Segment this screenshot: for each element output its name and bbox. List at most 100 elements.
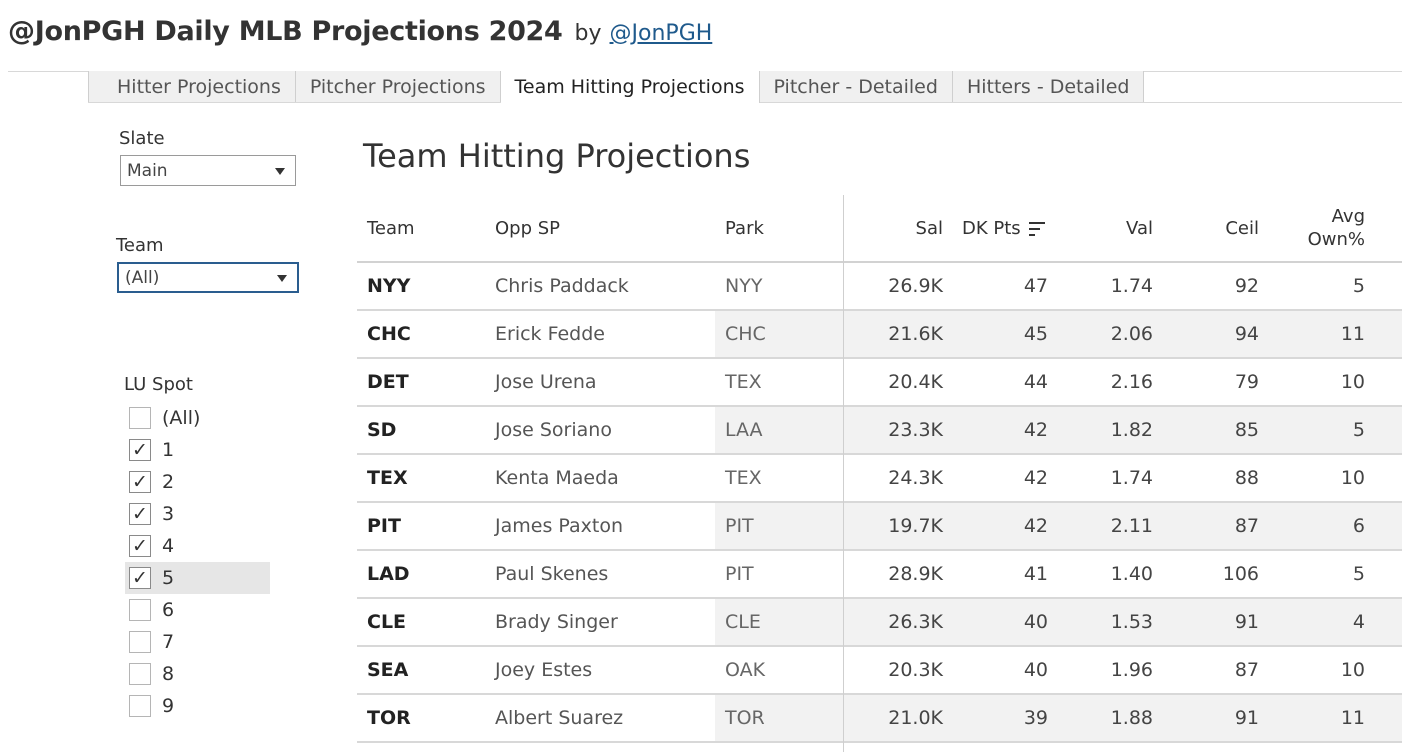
- cell-ceil: 85: [1234, 419, 1259, 441]
- slate-dropdown[interactable]: Main: [120, 155, 296, 186]
- lu-spot-option[interactable]: (All): [125, 402, 270, 434]
- checkbox-checked-icon[interactable]: ✓: [129, 567, 151, 589]
- col-header-dk-pts-label: DK Pts: [962, 218, 1021, 239]
- col-header-ceil[interactable]: Ceil: [1225, 218, 1259, 239]
- table-row[interactable]: CLE Brady Singer CLE 26.3K 40 1.53 91 4: [357, 599, 1402, 647]
- table-row[interactable]: CHC Erick Fedde CHC 21.6K 45 2.06 94 11: [357, 311, 1402, 359]
- cell-sal: 21.6K: [888, 323, 943, 345]
- lu-spot-option[interactable]: ✓ 5: [125, 562, 270, 594]
- checkbox-unchecked-icon[interactable]: [129, 599, 151, 621]
- tab-hitters-detailed[interactable]: Hitters - Detailed: [952, 71, 1145, 102]
- cell-park: CLE: [725, 611, 761, 633]
- cell-park: PIT: [725, 515, 754, 537]
- cell-avg-own: 5: [1352, 419, 1365, 441]
- cell-avg-own: 10: [1340, 371, 1365, 393]
- author-link[interactable]: @JonPGH: [609, 21, 713, 46]
- col-header-dk-pts[interactable]: DK Pts: [962, 218, 1045, 239]
- cell-park: CHC: [725, 323, 766, 345]
- table-row[interactable]: LAD Paul Skenes PIT 28.9K 41 1.40 106 5: [357, 551, 1402, 599]
- tab-pitcher-projections[interactable]: Pitcher Projections: [295, 71, 501, 102]
- lu-spot-option[interactable]: ✓ 3: [125, 498, 270, 530]
- checkbox-unchecked-icon[interactable]: [129, 631, 151, 653]
- cell-opp-sp: Joey Estes: [495, 659, 593, 681]
- table-row[interactable]: SEA Joey Estes OAK 20.3K 40 1.96 87 10: [357, 647, 1402, 695]
- table-row[interactable]: DET Jose Urena TEX 20.4K 44 2.16 79 10: [357, 359, 1402, 407]
- cell-ceil: 106: [1222, 563, 1259, 585]
- lu-spot-option-label: 3: [162, 503, 175, 525]
- park-cell-shade: [715, 407, 843, 453]
- row-shade: [844, 503, 1402, 549]
- chevron-down-icon: [277, 274, 287, 282]
- cell-avg-own: 5: [1352, 275, 1365, 297]
- cell-sal: 19.7K: [888, 515, 943, 537]
- col-header-avg-own[interactable]: Avg Own%: [1308, 205, 1365, 251]
- cell-val: 1.74: [1110, 467, 1153, 489]
- park-cell-shade: [715, 599, 843, 645]
- checkbox-unchecked-icon[interactable]: [129, 407, 151, 429]
- table-row[interactable]: PIT James Paxton PIT 19.7K 42 2.11 87 6: [357, 503, 1402, 551]
- chevron-down-icon: [275, 167, 285, 175]
- lu-spot-option-label: 7: [162, 631, 175, 653]
- tab-team-hitting-projections[interactable]: Team Hitting Projections: [500, 71, 760, 103]
- cell-ceil: 92: [1234, 275, 1259, 297]
- cell-sal: 26.9K: [888, 275, 943, 297]
- sort-descending-icon[interactable]: [1028, 221, 1045, 237]
- cell-avg-own: 4: [1352, 611, 1365, 633]
- lu-spot-option-label: 2: [162, 471, 175, 493]
- tab-pitcher-detailed[interactable]: Pitcher - Detailed: [759, 71, 953, 102]
- cell-sal: 28.9K: [888, 563, 943, 585]
- col-header-val[interactable]: Val: [1126, 218, 1153, 239]
- cell-val: 1.96: [1110, 659, 1153, 681]
- lu-spot-option[interactable]: ✓ 1: [125, 434, 270, 466]
- checkbox-checked-icon[interactable]: ✓: [129, 503, 151, 525]
- table-title: Team Hitting Projections: [363, 137, 751, 175]
- cell-ceil: 91: [1234, 611, 1259, 633]
- lu-spot-option[interactable]: ✓ 2: [125, 466, 270, 498]
- tab-hitter-projections[interactable]: Hitter Projections: [88, 71, 296, 102]
- checkbox-unchecked-icon[interactable]: [129, 663, 151, 685]
- cell-dk-pts: 42: [1023, 515, 1048, 537]
- lu-spot-option-label: 1: [162, 439, 175, 461]
- cell-dk-pts: 40: [1023, 611, 1048, 633]
- cell-ceil: 79: [1234, 371, 1259, 393]
- lu-spot-option-label: 9: [162, 695, 175, 717]
- col-header-team[interactable]: Team: [367, 218, 415, 239]
- checkbox-checked-icon[interactable]: ✓: [129, 471, 151, 493]
- col-header-avg-own-line2: Own%: [1307, 229, 1365, 250]
- checkbox-checked-icon[interactable]: ✓: [129, 439, 151, 461]
- row-shade: [844, 311, 1402, 357]
- park-cell-shade: [715, 695, 843, 741]
- checkbox-checked-icon[interactable]: ✓: [129, 535, 151, 557]
- row-shade: [844, 599, 1402, 645]
- lu-spot-option[interactable]: 9: [125, 690, 270, 722]
- cell-avg-own: 10: [1340, 467, 1365, 489]
- checkbox-unchecked-icon[interactable]: [129, 695, 151, 717]
- table-row[interactable]: NYY Chris Paddack NYY 26.9K 47 1.74 92 5: [357, 263, 1402, 311]
- cell-ceil: 88: [1234, 467, 1259, 489]
- col-header-park[interactable]: Park: [725, 218, 764, 239]
- lu-spot-option[interactable]: 7: [125, 626, 270, 658]
- cell-opp-sp: Albert Suarez: [495, 707, 624, 729]
- cell-opp-sp: Jose Urena: [495, 371, 597, 393]
- cell-ceil: 94: [1234, 323, 1259, 345]
- table-row[interactable]: TOR Albert Suarez TOR 21.0K 39 1.88 91 11: [357, 695, 1402, 743]
- cell-team: TEX: [367, 467, 408, 489]
- table-row[interactable]: TEX Kenta Maeda TEX 24.3K 42 1.74 88 10: [357, 455, 1402, 503]
- col-header-opp-sp[interactable]: Opp SP: [495, 218, 561, 239]
- cell-val: 1.88: [1110, 707, 1153, 729]
- lu-spot-option[interactable]: ✓ 4: [125, 530, 270, 562]
- lu-spot-option[interactable]: 8: [125, 658, 270, 690]
- projections-table: Team Opp SP Park Sal DK Pts Val Ceil Avg…: [357, 195, 1402, 743]
- col-header-sal[interactable]: Sal: [915, 218, 943, 239]
- team-dropdown[interactable]: (All): [117, 262, 299, 293]
- lu-spot-option[interactable]: 6: [125, 594, 270, 626]
- cell-dk-pts: 47: [1023, 275, 1048, 297]
- lu-spot-option-label: 5: [162, 567, 175, 589]
- lu-spot-label: LU Spot: [124, 374, 193, 395]
- cell-park: LAA: [725, 419, 763, 441]
- cell-dk-pts: 42: [1023, 419, 1048, 441]
- table-row[interactable]: SD Jose Soriano LAA 23.3K 42 1.82 85 5: [357, 407, 1402, 455]
- byline-text: by: [574, 21, 602, 46]
- cell-team: LAD: [367, 563, 410, 585]
- page-header: @JonPGH Daily MLB Projections 2024 by @J…: [8, 16, 712, 56]
